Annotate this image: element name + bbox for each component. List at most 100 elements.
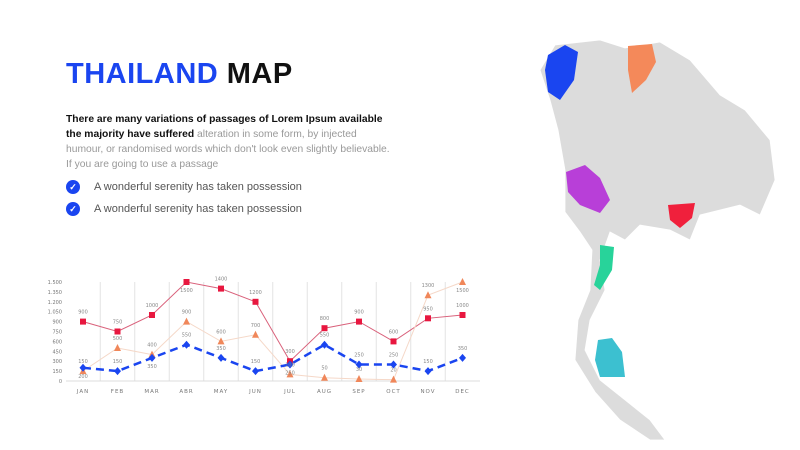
data-label: 900	[354, 310, 364, 316]
data-label: 700	[251, 323, 261, 329]
data-label: 150	[423, 359, 433, 365]
data-label: 250	[285, 371, 295, 377]
x-tick-label: MAR	[144, 389, 159, 395]
data-label: 300	[285, 349, 295, 355]
data-point	[425, 315, 431, 322]
y-tick-label: 150	[52, 369, 62, 375]
data-point	[79, 363, 87, 372]
data-point	[390, 338, 397, 345]
x-tick-label: JUN	[248, 389, 262, 395]
data-point	[355, 360, 363, 369]
text-column: There are many variations of passages of…	[66, 112, 396, 216]
data-point	[252, 330, 259, 338]
y-tick-label: 1.500	[48, 280, 62, 286]
y-tick-label: 0	[59, 379, 62, 385]
check-circle-icon: ✓	[66, 202, 80, 216]
data-point	[149, 312, 155, 318]
y-tick-label: 1.350	[48, 290, 62, 296]
data-point	[459, 312, 466, 318]
data-label: 200	[78, 374, 88, 380]
map-region	[594, 245, 614, 290]
data-label: 350	[216, 346, 226, 352]
data-label: 1400	[215, 277, 228, 283]
data-point	[390, 360, 397, 369]
data-label: 50	[321, 366, 327, 372]
y-tick-label: 1.200	[48, 300, 62, 306]
data-label: 30	[356, 367, 362, 373]
data-point	[114, 367, 121, 376]
x-tick-label: JUL	[283, 389, 296, 395]
data-label: 900	[182, 310, 192, 316]
data-label: 1000	[456, 303, 469, 309]
data-label: 800	[320, 316, 330, 322]
data-label: 150	[78, 359, 88, 365]
data-point	[286, 360, 294, 369]
data-label: 1300	[422, 283, 435, 289]
y-tick-label: 900	[52, 320, 62, 326]
y-tick-label: 450	[52, 349, 62, 355]
data-point	[218, 285, 224, 292]
check-circle-icon: ✓	[66, 180, 80, 194]
data-point	[252, 298, 259, 305]
page-title: THAILAND MAP	[66, 58, 293, 90]
x-tick-label: NOV	[420, 389, 435, 395]
x-tick-label: SEP	[352, 389, 365, 395]
x-tick-label: MAY	[214, 389, 228, 395]
data-label: 900	[78, 310, 88, 316]
y-tick-label: 300	[52, 359, 62, 365]
data-point	[183, 340, 190, 349]
data-point	[355, 375, 363, 383]
map-region	[628, 44, 656, 93]
data-point	[424, 367, 432, 376]
data-label: 550	[320, 333, 330, 339]
data-point	[459, 278, 466, 285]
map-region	[566, 165, 610, 213]
data-point	[424, 291, 432, 299]
map-base	[539, 39, 776, 441]
bullet-item: ✓ A wonderful serenity has taken possessi…	[66, 202, 396, 216]
data-label: 350	[147, 364, 157, 370]
x-tick-label: AUG	[317, 389, 332, 395]
data-label: 500	[113, 336, 123, 342]
data-label: 150	[113, 359, 123, 365]
x-tick-label: OCT	[386, 389, 401, 395]
data-point	[183, 317, 190, 325]
bullet-item: ✓ A wonderful serenity has taken possessi…	[66, 180, 396, 194]
description: There are many variations of passages of…	[66, 114, 390, 170]
data-label: 950	[423, 306, 433, 312]
data-label: 1200	[249, 290, 262, 296]
data-point	[148, 353, 156, 362]
data-point	[217, 337, 225, 345]
data-label: 400	[147, 343, 157, 349]
map-region	[545, 45, 578, 100]
data-point	[286, 370, 294, 378]
data-label: 250	[389, 353, 399, 359]
data-point	[321, 325, 328, 332]
data-point	[356, 318, 362, 325]
data-label: 600	[216, 329, 226, 335]
data-label: 1000	[146, 303, 159, 309]
data-label: 20	[390, 368, 396, 374]
data-point	[390, 375, 397, 383]
x-tick-label: FEB	[111, 389, 124, 395]
data-point	[321, 373, 328, 381]
data-label: 750	[113, 320, 123, 326]
data-label: 150	[251, 359, 261, 365]
data-point	[183, 279, 190, 285]
x-tick-label: JAN	[76, 389, 89, 395]
data-label: 250	[354, 353, 364, 359]
data-point	[459, 353, 466, 362]
data-label: 1500	[180, 288, 193, 294]
data-point	[321, 340, 328, 349]
data-label: 350	[458, 346, 468, 352]
data-label: 1500	[456, 288, 469, 294]
data-label: 100	[285, 362, 295, 368]
data-point	[217, 353, 225, 362]
map-region	[668, 203, 695, 228]
series-line	[82, 281, 463, 381]
data-label: 550	[182, 333, 192, 339]
series-line	[82, 281, 463, 363]
data-label: 600	[389, 329, 399, 335]
